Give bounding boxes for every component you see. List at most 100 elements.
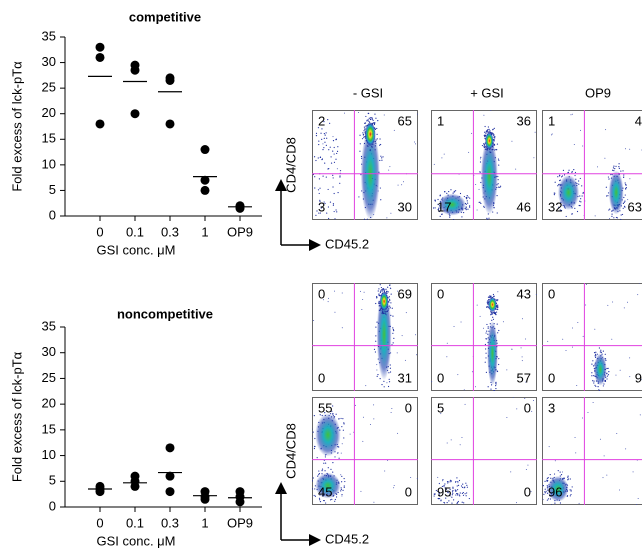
event-dot: [365, 385, 366, 386]
event-dot: [381, 287, 382, 288]
event-dot: [488, 326, 489, 327]
event-dot: [375, 141, 376, 142]
event-dot: [320, 133, 321, 134]
event-dot: [381, 160, 382, 161]
event-dot: [381, 275, 382, 276]
event-dot: [450, 189, 451, 190]
event-dot: [487, 300, 488, 301]
event-dot: [315, 496, 316, 497]
event-dot: [437, 477, 438, 478]
event-dot: [442, 480, 443, 481]
event-dot: [581, 185, 582, 186]
event-dot: [591, 363, 592, 364]
event-dot: [341, 481, 342, 482]
event-dot: [337, 146, 338, 147]
event-dot: [485, 348, 486, 349]
quadrant-value: 0: [437, 286, 444, 301]
event-dot: [340, 490, 341, 491]
event-dot: [622, 214, 623, 215]
event-dot: [592, 360, 593, 361]
event-dot: [609, 218, 610, 219]
event-dot: [484, 145, 485, 146]
event-dot: [568, 188, 569, 189]
y-tick-label: 5: [49, 182, 56, 197]
event-dot: [600, 439, 601, 440]
event-dot: [318, 474, 319, 475]
event-dot: [578, 184, 579, 185]
event-dot: [447, 443, 448, 444]
event-dot: [456, 477, 457, 478]
event-dot: [475, 386, 476, 387]
event-dot: [364, 221, 365, 222]
data-point: [131, 66, 140, 75]
event-dot: [583, 192, 584, 193]
quadrant-value: 36: [517, 113, 531, 128]
x-tick-label: 0.3: [161, 515, 179, 530]
data-point: [166, 443, 175, 452]
event-dot: [626, 187, 627, 188]
event-dot: [577, 211, 578, 212]
event-dot: [545, 489, 546, 490]
event-dot: [332, 175, 333, 176]
event-dot: [576, 385, 577, 386]
event-dot: [401, 184, 402, 185]
event-dot: [322, 143, 323, 144]
event-dot: [594, 329, 595, 330]
y-tick-label: 10: [42, 447, 56, 462]
event-dot: [593, 402, 594, 403]
density-blob: [380, 292, 388, 311]
event-dot: [369, 118, 370, 119]
event-dot: [595, 352, 596, 353]
event-dot: [360, 491, 361, 492]
event-dot: [482, 145, 483, 146]
event-dot: [544, 491, 545, 492]
event-dot: [494, 313, 495, 314]
data-point: [131, 109, 140, 118]
event-dot: [597, 166, 598, 167]
event-dot: [319, 193, 320, 194]
event-dot: [608, 176, 609, 177]
event-dot: [334, 153, 335, 154]
event-dot: [467, 487, 468, 488]
event-dot: [372, 134, 373, 135]
quadrant-value: 4: [635, 113, 642, 128]
event-dot: [459, 495, 460, 496]
event-dot: [375, 118, 376, 119]
quadrant-value: 0: [437, 370, 444, 385]
event-dot: [457, 502, 458, 503]
event-dot: [480, 158, 481, 159]
event-dot: [607, 195, 608, 196]
quadrant-value: 46: [517, 199, 531, 214]
event-dot: [388, 291, 389, 292]
event-dot: [498, 187, 499, 188]
event-dot: [486, 338, 487, 339]
event-dot: [611, 339, 612, 340]
event-dot: [524, 398, 525, 399]
event-dot: [572, 213, 573, 214]
event-dot: [602, 357, 603, 358]
event-dot: [328, 467, 329, 468]
event-dot: [458, 501, 459, 502]
event-dot: [493, 319, 494, 320]
event-dot: [343, 437, 344, 438]
event-dot: [358, 112, 359, 113]
quadrant-value: 0: [524, 484, 531, 499]
event-dot: [380, 378, 381, 379]
event-dot: [615, 166, 616, 167]
event-dot: [574, 208, 575, 209]
event-dot: [543, 494, 544, 495]
event-dot: [326, 176, 327, 177]
event-dot: [471, 133, 472, 134]
event-dot: [579, 503, 580, 504]
event-dot: [448, 481, 449, 482]
event-dot: [491, 312, 492, 313]
event-dot: [465, 404, 466, 405]
event-dot: [376, 296, 377, 297]
event-dot: [336, 153, 337, 154]
event-dot: [629, 376, 630, 377]
event-dot: [594, 355, 595, 356]
event-dot: [390, 213, 391, 214]
event-dot: [463, 212, 464, 213]
density-blob: [488, 297, 496, 312]
